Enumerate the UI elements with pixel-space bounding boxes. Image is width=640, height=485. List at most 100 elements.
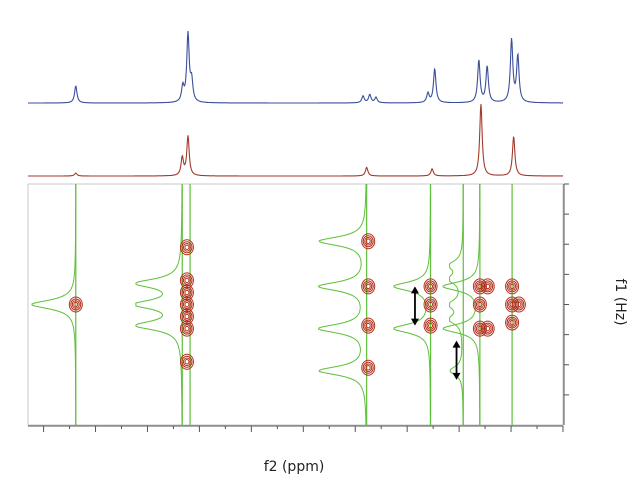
contour-ring [182,276,191,285]
contour-ring [361,317,376,334]
contour-ring [182,357,191,367]
contour-peak [68,296,83,313]
contour-peak [361,359,376,376]
contour-ring [514,300,523,309]
contour-ring [511,296,526,313]
contour-ring [509,319,515,326]
contour-ring [184,359,190,365]
f1-projection-trace [393,184,431,425]
contour-ring [362,280,374,293]
contour-ring [364,321,373,330]
contour-ring [513,298,525,311]
contour-ring [179,284,194,301]
contour-ring [475,324,484,333]
contour-ring [482,280,494,293]
contour-ring [508,318,517,327]
contour-ring [426,300,435,309]
contour-ring [425,319,437,332]
contour-ring [472,320,487,337]
contour-ring [182,312,191,321]
contour-peak [472,296,487,313]
contour-ring [179,320,194,337]
y-axis-title: f1 (Hz) [612,278,628,325]
contour-ring [181,298,193,311]
contour-ring [477,301,483,308]
contour-ring [364,236,373,246]
contour-ring [361,359,376,376]
contour-ring [483,324,492,333]
contour-ring [474,322,486,335]
middle-spectrum-line [28,104,563,177]
contour-ring [506,280,518,293]
contour-peak [423,317,438,334]
contour-peak [505,278,520,295]
contour-ring [472,278,487,295]
f1-projection-trace [317,184,367,425]
contour-ring [362,235,374,248]
contour-ring [71,300,80,309]
contour-ring [423,296,438,313]
contour-peak [179,239,194,256]
contour-ring [361,233,376,250]
contour-peak [361,233,376,250]
contour-ring [505,278,520,295]
contour-peak [480,278,495,295]
contour-peak [179,353,194,370]
contour-ring [505,314,520,331]
contour-peak [505,314,520,331]
j-arrow-head-up [410,286,419,294]
contour-ring [474,280,486,293]
contour-ring [182,324,191,333]
contour-ring [485,283,491,290]
contour-ring [423,278,438,295]
f1-projection-trace [31,184,77,425]
contour-ring [184,289,190,296]
contour-peak [423,296,438,313]
contour-ring [477,325,483,332]
j-arrow-head-down [410,318,419,326]
contour-ring [365,238,371,244]
contour-peak [472,320,487,337]
j-arrow-head-up [452,340,461,348]
f1-projection-trace [135,184,183,425]
contour-ring [428,301,434,308]
contour-ring [181,322,193,335]
x-axis-title: f2 (ppm) [264,459,325,475]
contour-peak [511,296,526,313]
contour-peak [480,320,495,337]
contour-ring [428,322,434,329]
contour-ring [506,316,518,329]
f1-projection-trace [442,184,481,425]
top-1d-spectrum-layer [28,31,563,104]
contour-ring [70,298,82,311]
contour-ring [184,325,190,332]
contour-ring [474,298,486,311]
contour-ring [365,322,371,329]
contour-ring [482,322,494,335]
contour-ring [505,296,520,313]
contour-ring [365,365,371,371]
contour-ring [485,325,491,332]
contour-peak [179,284,194,301]
contour-ring [184,301,190,308]
contour-ring [362,319,374,332]
contour-ring [475,282,484,291]
contour-ring [475,300,484,309]
contour-ring [508,282,517,291]
contour-ring [365,283,371,290]
contour-ring [361,278,376,295]
contour-peak [361,317,376,334]
top-spectrum-line [28,31,563,104]
contour-peak [179,272,194,289]
contour-ring [179,239,194,256]
contour-ring [181,286,193,299]
contour-ring [425,298,437,311]
contour-ring [480,278,495,295]
contour-ring [179,353,194,370]
contour-peak [179,296,194,313]
contour-ring [184,244,190,250]
contour-ring [179,308,194,325]
contour-ring [426,282,435,291]
contour-ring [181,310,193,323]
